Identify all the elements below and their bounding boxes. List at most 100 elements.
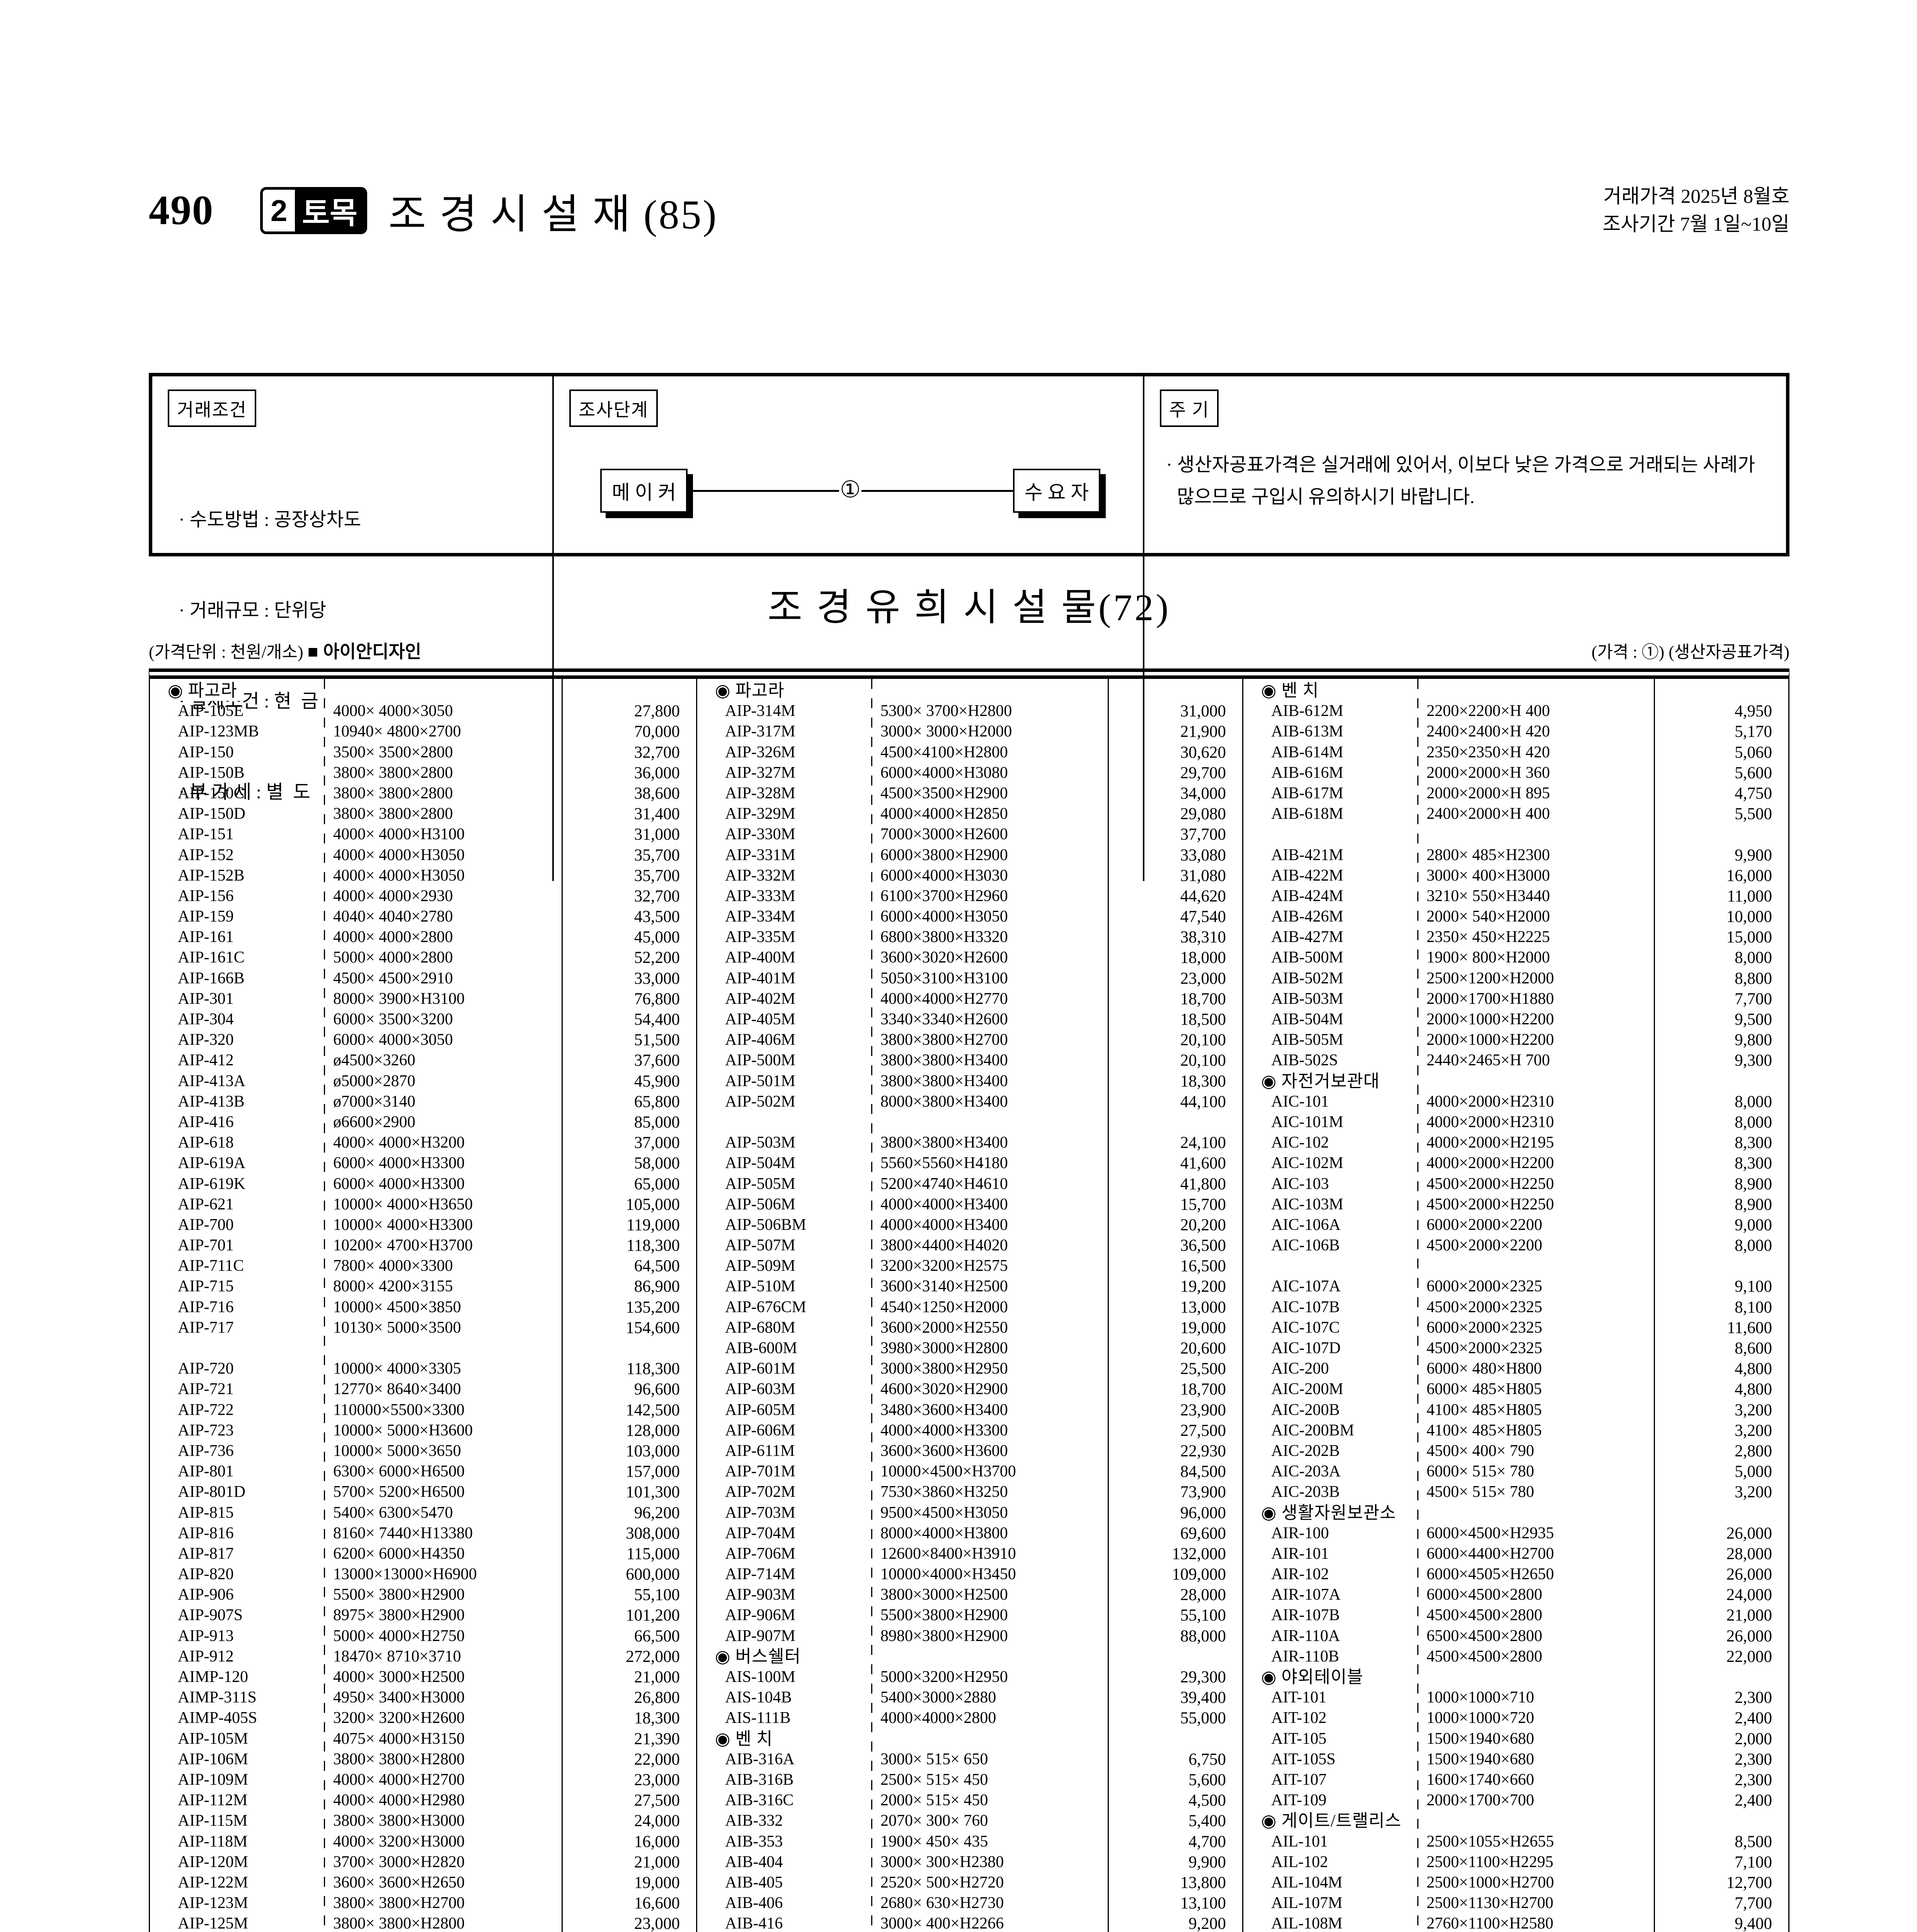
item-price: 8,900 <box>1735 1175 1772 1193</box>
item-price: 4,800 <box>1735 1360 1772 1378</box>
spec-text: 8975× 3800×H2900 <box>333 1606 465 1624</box>
item-price: 19,000 <box>1180 1318 1226 1337</box>
spec-text: 12600×8400×H3910 <box>880 1544 1016 1563</box>
item-price: 9,800 <box>1735 1031 1772 1049</box>
spec-divider-dashed <box>1417 679 1418 1932</box>
item-code: AIR-102 <box>1271 1565 1329 1583</box>
item-code: AIP-619A <box>178 1154 245 1172</box>
spec-text: 6000×2000×2325 <box>1427 1277 1542 1296</box>
item-spec: 4500×3500×H2900 <box>871 783 1109 804</box>
item-price: 101,300 <box>626 1483 680 1502</box>
item-price: 3,200 <box>1735 1401 1772 1419</box>
spec-text: 2350× 450×H2225 <box>1427 928 1550 946</box>
item-spec: 5500× 3800×H2900 <box>324 1585 563 1605</box>
item-spec: 3480×3600×H3400 <box>871 1400 1109 1420</box>
masthead: 490 2 토목 조 경 시 설 재 (85) 거래가격 2025년 8월호 조… <box>149 182 1789 240</box>
spec-text: 3600× 3600×H2650 <box>333 1873 465 1891</box>
table-row: AIP-701 10200× 4700×H3700 118,300 <box>150 1235 696 1256</box>
table-row: AIP-150D 3800× 3800×2800 31,400 <box>150 804 696 824</box>
spec-text: 3800×3800×H3400 <box>880 1134 1008 1152</box>
table-row: AIT-105 1500×1940×680 2,000 <box>1243 1729 1788 1749</box>
item-code: AIP-112M <box>178 1791 248 1810</box>
table-row: ◉ 파고라 <box>697 680 1242 701</box>
table-row: AIP-817 6200× 6000×H4350 115,000 <box>150 1544 696 1564</box>
item-price: 4,700 <box>1188 1832 1226 1851</box>
table-row: AIP-816 8160× 7440×H13380 308,000 <box>150 1523 696 1544</box>
table-row: AIC-200 6000× 480×H800 4,800 <box>1243 1359 1788 1379</box>
item-price: 11,000 <box>1727 887 1772 905</box>
spec-text: 1500×1940×680 <box>1427 1750 1534 1768</box>
spec-text: 6000×4500×H2935 <box>1427 1524 1554 1542</box>
spec-text: 6000× 4000×3050 <box>333 1031 453 1049</box>
item-spec: 2800× 485×H2300 <box>1417 845 1655 866</box>
table-row: AIMP-405S 3200× 3200×H2600 18,300 <box>150 1708 696 1728</box>
item-code: AIR-101 <box>1271 1544 1329 1563</box>
maker-box: 메 이 커 <box>600 469 688 513</box>
table-row: AIB-422M 3000× 400×H3000 16,000 <box>1243 866 1788 886</box>
item-code: AIP-701 <box>178 1236 234 1255</box>
table-row: AIR-110B 4500×4500×2800 22,000 <box>1243 1646 1788 1667</box>
issue-line-2: 조사기간 7월 1일~10일 <box>1602 214 1789 235</box>
item-price: 7,700 <box>1735 990 1772 1008</box>
item-price: 73,900 <box>1180 1483 1226 1502</box>
spec-text: 3800×4400×H4020 <box>880 1236 1008 1255</box>
item-spec: 1500×1940×680 <box>1417 1749 1655 1770</box>
spec-text: 1900× 800×H2000 <box>1427 949 1550 967</box>
item-spec: 3800× 3800×2800 <box>324 763 563 783</box>
spec-text: 2500× 515× 450 <box>880 1770 988 1789</box>
spec-text: 110000×5500×3300 <box>333 1401 465 1419</box>
spec-text: 2200×2200×H 400 <box>1427 702 1550 720</box>
table-row: AIP-736 10000× 5000×3650 103,000 <box>150 1441 696 1461</box>
note-text: · 생산자공표가격은 실거래에 있어서, 이보다 낮은 가격으로 거래되는 사례… <box>1166 454 1755 508</box>
table-row: AIP-150C 3800× 3800×2800 38,600 <box>150 783 696 804</box>
spec-text: 4000× 4000×H3200 <box>333 1134 465 1152</box>
spec-text: 2000× 540×H2000 <box>1427 908 1550 926</box>
item-code: AIP-150D <box>178 805 245 823</box>
item-spec: 2070× 300× 760 <box>871 1811 1109 1831</box>
item-price: 8,300 <box>1735 1134 1772 1152</box>
item-code: AIP-156 <box>178 887 234 905</box>
spec-text: ø7000×3140 <box>333 1092 415 1111</box>
section-header: ◉ 야외테이블 <box>1243 1667 1367 1688</box>
item-code: AIP-334M <box>725 908 796 926</box>
spec-text: 4500× 400× 790 <box>1427 1442 1534 1460</box>
table-row: AIP-676CM 4540×1250×H2000 13,000 <box>697 1297 1242 1318</box>
item-spec: 3800× 3800×H2700 <box>324 1893 563 1913</box>
table-row: AIS-100M 5000×3200×H2950 29,300 <box>697 1667 1242 1687</box>
item-spec: 1000×1000×720 <box>1417 1708 1655 1728</box>
item-price: 2,300 <box>1735 1689 1772 1707</box>
item-code: AIP-115M <box>178 1812 248 1830</box>
trade-conditions-cell: 거래조건 · 수도방법 : 공장상차도 · 거래규모 : 단위당 · 결제조건 … <box>152 376 552 881</box>
item-price: 31,400 <box>634 805 680 823</box>
item-code: AIL-107M <box>1271 1894 1343 1912</box>
item-price: 2,000 <box>1735 1730 1772 1748</box>
item-spec: 6000×4505×H2650 <box>1417 1564 1655 1585</box>
spec-text: 2440×2465×H 700 <box>1427 1051 1550 1070</box>
item-spec: 3800×3800×H2700 <box>871 1030 1109 1050</box>
spec-text: 3800× 3800×H3000 <box>333 1812 465 1830</box>
issue-line-1: 거래가격 2025년 8월호 <box>1603 185 1789 207</box>
spec-text: 4000× 4000×H2700 <box>333 1770 465 1789</box>
table-row: AIP-716 10000× 4500×3850 135,200 <box>150 1297 696 1318</box>
spec-text: 8000×4000×H3800 <box>880 1524 1008 1542</box>
item-price: 66,500 <box>634 1627 680 1645</box>
table-row: AIP-332M 6000×4000×H3030 31,080 <box>697 866 1242 886</box>
section-header: ◉ 벤 치 <box>1243 680 1323 701</box>
table-row: ◉ 파고라 <box>150 680 696 701</box>
spec-text: 6000×4000×H3050 <box>880 908 1008 926</box>
item-price: 24,100 <box>1180 1134 1226 1152</box>
item-spec: 5700× 5200×H6500 <box>324 1482 563 1502</box>
table-row: AIP-161 4000× 4000×2800 45,000 <box>150 927 696 947</box>
item-code: AIP-706M <box>725 1544 796 1563</box>
spec-text: 6000× 3500×3200 <box>333 1010 453 1028</box>
table-row: AIB-316C 2000× 515× 450 4,500 <box>697 1790 1242 1811</box>
item-price: 55,100 <box>1180 1606 1226 1625</box>
item-price: 5,060 <box>1735 743 1772 762</box>
spec-text: 3800× 3800×H2700 <box>333 1894 465 1912</box>
item-price: 16,600 <box>634 1894 680 1913</box>
item-price: 13,100 <box>1180 1894 1226 1913</box>
item-spec: 3600×3600×H3600 <box>871 1441 1109 1461</box>
item-price: 16,000 <box>634 1832 680 1851</box>
table-row: AIL-101 2500×1055×H2655 8,500 <box>1243 1832 1788 1852</box>
item-price: 84,500 <box>1180 1463 1226 1481</box>
